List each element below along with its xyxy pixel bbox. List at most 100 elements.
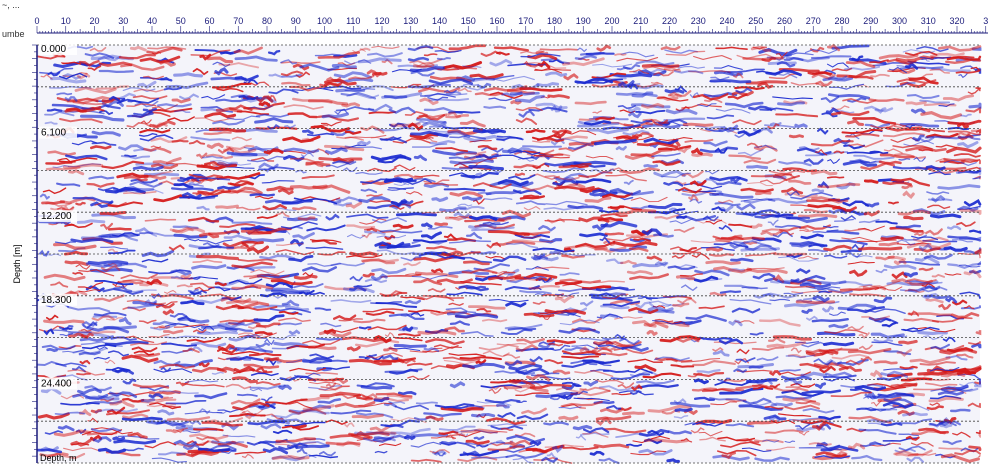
positive-reflection bbox=[100, 397, 115, 403]
negative-reflection bbox=[840, 383, 884, 388]
negative-reflection bbox=[523, 275, 547, 280]
x-tick-label: 170 bbox=[518, 16, 533, 26]
positive-reflection bbox=[552, 369, 571, 375]
positive-reflection bbox=[773, 252, 808, 257]
positive-reflection bbox=[758, 318, 801, 327]
positive-reflection bbox=[236, 110, 270, 116]
positive-reflection bbox=[601, 192, 634, 199]
positive-reflection bbox=[539, 310, 564, 315]
negative-reflection bbox=[459, 449, 499, 457]
negative-reflection bbox=[455, 85, 486, 91]
negative-reflection bbox=[127, 289, 157, 293]
positive-reflection bbox=[929, 402, 940, 406]
positive-reflection bbox=[42, 187, 67, 195]
positive-reflection bbox=[547, 94, 570, 99]
negative-reflection bbox=[712, 349, 730, 357]
negative-reflection bbox=[309, 359, 348, 364]
negative-reflection bbox=[794, 341, 820, 344]
positive-reflection bbox=[469, 73, 504, 80]
negative-reflection bbox=[664, 49, 698, 54]
positive-reflection bbox=[591, 72, 627, 79]
negative-reflection bbox=[899, 123, 940, 128]
negative-reflection bbox=[825, 107, 842, 115]
positive-reflection bbox=[170, 176, 212, 183]
negative-reflection bbox=[333, 54, 358, 59]
positive-reflection bbox=[663, 66, 681, 73]
positive-reflection bbox=[918, 267, 934, 272]
negative-reflection bbox=[609, 245, 648, 252]
negative-reflection bbox=[775, 395, 812, 400]
positive-reflection bbox=[346, 346, 361, 352]
negative-reflection bbox=[139, 134, 174, 142]
positive-reflection bbox=[457, 87, 472, 93]
positive-reflection bbox=[361, 232, 372, 239]
positive-reflection bbox=[485, 255, 506, 260]
negative-reflection bbox=[578, 337, 609, 341]
negative-reflection bbox=[937, 390, 964, 396]
negative-reflection bbox=[394, 404, 429, 411]
negative-reflection bbox=[685, 314, 727, 322]
negative-reflection bbox=[222, 434, 256, 438]
negative-reflection bbox=[628, 111, 642, 119]
negative-reflection bbox=[448, 239, 492, 244]
positive-reflection bbox=[336, 440, 361, 447]
negative-reflection bbox=[124, 188, 164, 194]
negative-reflection bbox=[529, 355, 543, 363]
negative-reflection bbox=[453, 211, 470, 220]
positive-reflection bbox=[523, 62, 567, 69]
positive-reflection bbox=[689, 179, 707, 187]
positive-reflection bbox=[409, 347, 443, 353]
positive-reflection bbox=[521, 184, 557, 192]
negative-reflection bbox=[97, 447, 127, 454]
negative-reflection bbox=[753, 293, 775, 299]
positive-reflection bbox=[228, 319, 261, 326]
negative-reflection bbox=[156, 103, 192, 108]
positive-reflection bbox=[692, 359, 736, 367]
negative-reflection bbox=[627, 82, 639, 90]
negative-reflection bbox=[730, 176, 741, 184]
positive-reflection bbox=[153, 326, 165, 329]
negative-reflection bbox=[373, 397, 390, 403]
negative-reflection bbox=[410, 312, 425, 317]
positive-reflection bbox=[831, 67, 853, 72]
positive-reflection bbox=[752, 385, 774, 390]
negative-reflection bbox=[827, 93, 871, 100]
negative-reflection bbox=[958, 73, 968, 79]
negative-reflection bbox=[476, 401, 512, 406]
negative-reflection bbox=[428, 78, 474, 85]
positive-reflection bbox=[642, 372, 682, 379]
positive-reflection bbox=[646, 330, 658, 337]
positive-reflection bbox=[836, 70, 877, 79]
positive-reflection bbox=[790, 347, 802, 354]
negative-reflection bbox=[404, 299, 422, 305]
negative-reflection bbox=[667, 430, 692, 435]
negative-reflection bbox=[84, 52, 115, 60]
positive-reflection bbox=[957, 131, 971, 137]
positive-reflection bbox=[109, 399, 135, 408]
positive-reflection bbox=[147, 46, 187, 50]
negative-reflection bbox=[419, 92, 456, 98]
positive-reflection bbox=[122, 279, 158, 285]
positive-reflection bbox=[578, 216, 610, 223]
positive-reflection bbox=[520, 235, 542, 239]
negative-reflection bbox=[529, 440, 542, 447]
positive-reflection bbox=[954, 449, 982, 456]
positive-reflection bbox=[574, 369, 614, 378]
positive-reflection bbox=[393, 173, 424, 180]
negative-reflection bbox=[931, 67, 971, 73]
positive-reflection bbox=[469, 139, 492, 143]
positive-reflection bbox=[908, 76, 939, 85]
negative-reflection bbox=[968, 229, 982, 234]
negative-reflection bbox=[761, 292, 797, 299]
negative-reflection bbox=[853, 154, 895, 160]
positive-reflection bbox=[166, 416, 211, 422]
positive-reflection bbox=[533, 457, 573, 464]
negative-reflection bbox=[170, 269, 192, 276]
negative-reflection bbox=[849, 158, 870, 164]
negative-reflection bbox=[820, 445, 859, 452]
positive-reflection bbox=[831, 353, 870, 360]
positive-reflection bbox=[50, 207, 67, 212]
negative-reflection bbox=[615, 145, 627, 151]
positive-reflection bbox=[58, 157, 98, 163]
negative-reflection bbox=[919, 56, 945, 61]
